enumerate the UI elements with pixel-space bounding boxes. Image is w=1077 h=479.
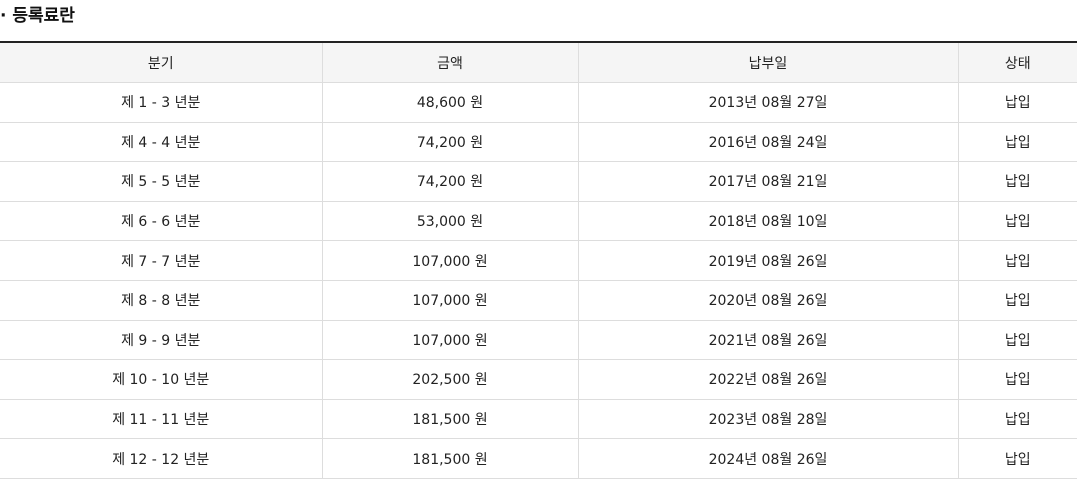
period-cell: 제 9 - 9 년분 <box>0 320 322 361</box>
section-title: · 등록료란 <box>0 6 75 26</box>
status-cell: 납입 <box>957 82 1077 123</box>
period-cell: 제 1 - 3 년분 <box>0 82 322 123</box>
column-header-payment-date: 납부일 <box>577 42 958 83</box>
table-row: 제 4 - 4 년분 74,200 원 2016년 08월 24일 납입 <box>0 122 1077 163</box>
table-row: 제 11 - 11 년분 181,500 원 2023년 08월 28일 납입 <box>0 399 1077 440</box>
column-header-status: 상태 <box>957 42 1077 83</box>
period-cell: 제 6 - 6 년분 <box>0 201 322 242</box>
payment-date-cell: 2013년 08월 27일 <box>577 82 958 123</box>
period-cell: 제 5 - 5 년분 <box>0 161 322 202</box>
table-row: 제 8 - 8 년분 107,000 원 2020년 08월 26일 납입 <box>0 280 1077 321</box>
payment-date-cell: 2019년 08월 26일 <box>577 240 958 281</box>
table-row: 제 7 - 7 년분 107,000 원 2019년 08월 26일 납입 <box>0 240 1077 281</box>
status-cell: 납입 <box>957 122 1077 163</box>
payment-date-cell: 2021년 08월 26일 <box>577 320 958 361</box>
table-row: 제 9 - 9 년분 107,000 원 2021년 08월 26일 납입 <box>0 320 1077 361</box>
period-cell: 제 4 - 4 년분 <box>0 122 322 163</box>
status-cell: 납입 <box>957 359 1077 400</box>
column-header-amount: 금액 <box>321 42 578 83</box>
payment-date-cell: 2020년 08월 26일 <box>577 280 958 321</box>
status-cell: 납입 <box>957 320 1077 361</box>
status-cell: 납입 <box>957 201 1077 242</box>
period-cell: 제 7 - 7 년분 <box>0 240 322 281</box>
period-cell: 제 12 - 12 년분 <box>0 438 322 479</box>
amount-cell: 74,200 원 <box>321 122 578 163</box>
amount-cell: 48,600 원 <box>321 82 578 123</box>
table-header-row: 분기 금액 납부일 상태 <box>0 42 1077 83</box>
period-cell: 제 10 - 10 년분 <box>0 359 322 400</box>
table-row: 제 1 - 3 년분 48,600 원 2013년 08월 27일 납입 <box>0 82 1077 123</box>
amount-cell: 107,000 원 <box>321 320 578 361</box>
status-cell: 납입 <box>957 399 1077 440</box>
payment-date-cell: 2017년 08월 21일 <box>577 161 958 202</box>
payment-date-cell: 2016년 08월 24일 <box>577 122 958 163</box>
registration-fee-table: 분기 금액 납부일 상태 제 1 - 3 년분 48,600 원 2013년 0… <box>0 41 1077 479</box>
table-row: 제 6 - 6 년분 53,000 원 2018년 08월 10일 납입 <box>0 201 1077 242</box>
status-cell: 납입 <box>957 161 1077 202</box>
payment-date-cell: 2022년 08월 26일 <box>577 359 958 400</box>
amount-cell: 107,000 원 <box>321 240 578 281</box>
period-cell: 제 11 - 11 년분 <box>0 399 322 440</box>
status-cell: 납입 <box>957 438 1077 479</box>
table-row: 제 5 - 5 년분 74,200 원 2017년 08월 21일 납입 <box>0 161 1077 202</box>
amount-cell: 74,200 원 <box>321 161 578 202</box>
period-cell: 제 8 - 8 년분 <box>0 280 322 321</box>
amount-cell: 107,000 원 <box>321 280 578 321</box>
payment-date-cell: 2024년 08월 26일 <box>577 438 958 479</box>
column-header-period: 분기 <box>0 42 322 83</box>
table-row: 제 10 - 10 년분 202,500 원 2022년 08월 26일 납입 <box>0 359 1077 400</box>
amount-cell: 181,500 원 <box>321 438 578 479</box>
status-cell: 납입 <box>957 240 1077 281</box>
payment-date-cell: 2023년 08월 28일 <box>577 399 958 440</box>
payment-date-cell: 2018년 08월 10일 <box>577 201 958 242</box>
amount-cell: 181,500 원 <box>321 399 578 440</box>
status-cell: 납입 <box>957 280 1077 321</box>
amount-cell: 53,000 원 <box>321 201 578 242</box>
table-row: 제 12 - 12 년분 181,500 원 2024년 08월 26일 납입 <box>0 438 1077 479</box>
amount-cell: 202,500 원 <box>321 359 578 400</box>
